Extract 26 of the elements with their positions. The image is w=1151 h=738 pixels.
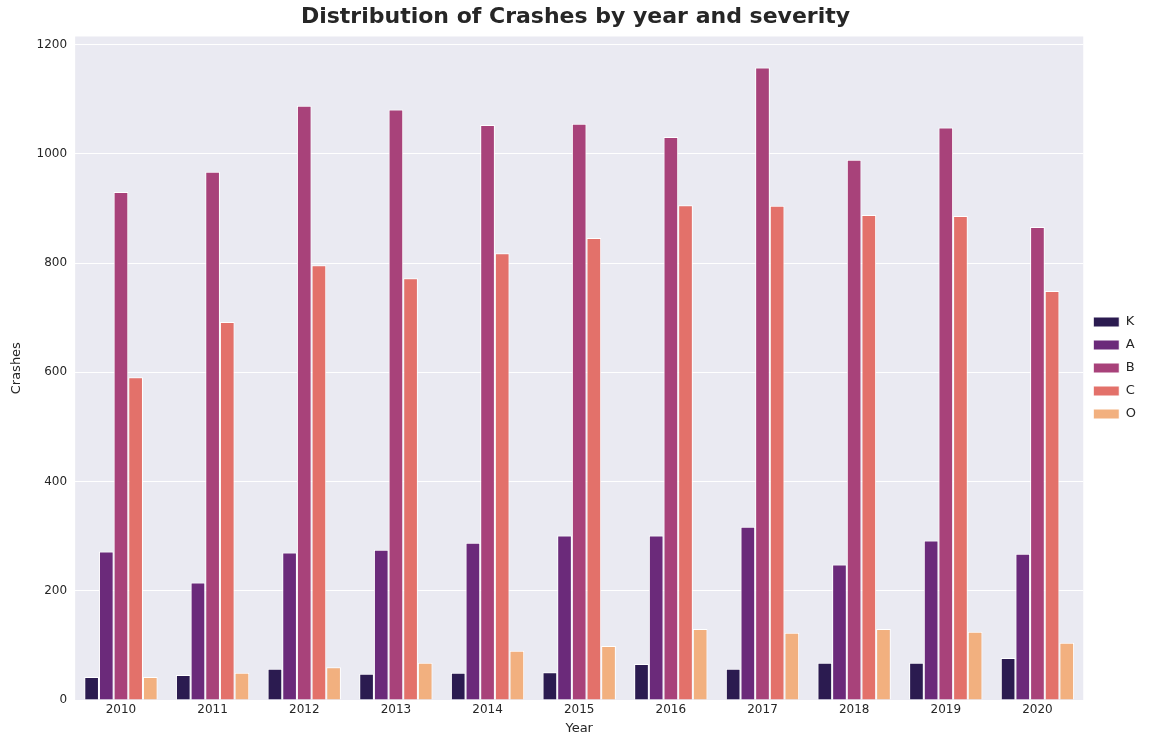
legend-label: B [1125,359,1135,375]
y-tick-label: 200 [44,582,68,597]
x-tick-label: 2016 [655,702,687,717]
legend-label: O [1125,405,1136,421]
y-tick-label: 800 [44,255,68,270]
y-axis-title: Crashes [8,341,24,395]
legend-label: A [1125,336,1135,352]
x-tick-label: 2015 [563,702,595,717]
x-tick-label: 2012 [288,702,320,717]
x-axis-title: Year [564,719,594,735]
chart-title: Distribution of Crashes by year and severity [300,2,851,28]
x-tick-label: 2019 [930,702,962,717]
y-tick-label: 400 [44,473,68,488]
y-tick-label: 0 [59,692,68,707]
legend-label: K [1125,313,1135,329]
x-tick-label: 2013 [380,702,412,717]
x-tick-label: 2014 [472,702,503,717]
y-tick-label: 600 [44,364,68,379]
x-tick-label: 2018 [838,702,870,717]
x-tick-label: 2011 [197,702,228,717]
y-tick-label: 1000 [36,145,68,160]
x-tick-label: 2017 [747,702,778,717]
legend-label: C [1125,382,1135,398]
x-tick-label: 2020 [1022,702,1053,717]
x-tick-label: 2010 [105,702,137,717]
y-tick-label: 1200 [36,36,68,51]
